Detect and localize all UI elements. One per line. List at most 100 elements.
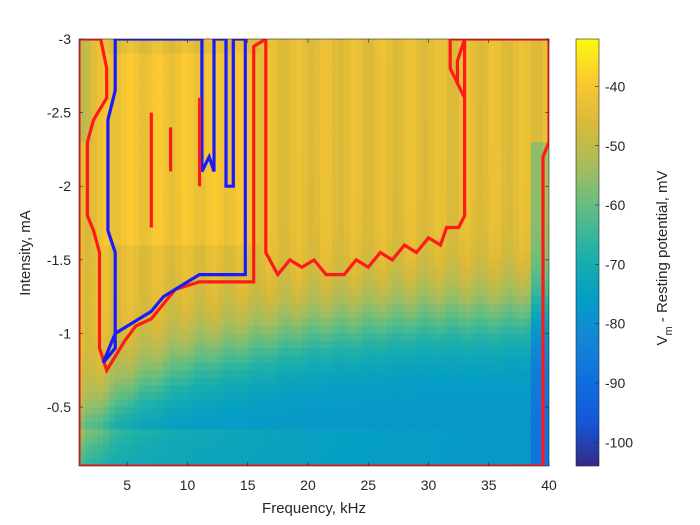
heatmap-cell [97, 127, 104, 136]
heatmap-cell [464, 39, 472, 47]
heatmap-cell [332, 451, 339, 460]
heatmap-cell [494, 149, 502, 158]
heatmap-cell [175, 377, 183, 386]
heatmap-cell [85, 370, 92, 379]
heatmap-cell [193, 237, 201, 246]
heatmap-cell [145, 436, 152, 445]
heatmap-cell [338, 451, 345, 460]
heatmap-cell [211, 245, 219, 254]
heatmap-cell [446, 245, 454, 254]
heatmap-cell [115, 274, 122, 283]
heatmap-cell [332, 340, 339, 349]
heatmap-cell [530, 230, 538, 239]
heatmap-cell [464, 223, 472, 232]
heatmap-cell [398, 53, 405, 62]
heatmap-cell [368, 237, 375, 246]
heatmap-cell [109, 458, 116, 466]
heatmap-cell [199, 296, 207, 305]
heatmap-cell [217, 230, 225, 239]
heatmap-cell [314, 414, 321, 423]
heatmap-cell [356, 61, 363, 70]
heatmap-cell [199, 370, 207, 379]
heatmap-cell [512, 333, 520, 342]
heatmap-cell [368, 429, 375, 438]
heatmap-cell [145, 274, 152, 283]
heatmap-cell [542, 370, 549, 379]
heatmap-cell [283, 252, 291, 261]
heatmap-cell [476, 83, 484, 92]
heatmap-cell [494, 362, 502, 371]
heatmap-cell [320, 421, 327, 430]
heatmap-cell [139, 223, 146, 232]
heatmap-cell [524, 392, 532, 401]
heatmap-cell [133, 399, 140, 408]
heatmap-cell [139, 186, 146, 195]
heatmap-cell [326, 171, 333, 180]
heatmap-cell [259, 377, 267, 386]
heatmap-cell [476, 75, 484, 84]
heatmap-cell [536, 399, 544, 408]
heatmap-cell [169, 458, 177, 466]
heatmap-cell [217, 429, 225, 438]
heatmap-cell [386, 370, 393, 379]
heatmap-cell [307, 83, 315, 92]
heatmap-cell [446, 193, 454, 202]
heatmap-cell [494, 156, 502, 165]
heatmap-cell [181, 436, 189, 445]
heatmap-cell [301, 156, 309, 165]
heatmap-cell [151, 281, 158, 290]
heatmap-cell [332, 318, 339, 327]
heatmap-cell [314, 142, 321, 151]
heatmap-cell [289, 215, 297, 224]
heatmap-cell [464, 289, 472, 298]
heatmap-cell [368, 90, 375, 99]
heatmap-cell [145, 296, 152, 305]
heatmap-cell [259, 340, 267, 349]
heatmap-cell [127, 370, 134, 379]
heatmap-cell [181, 46, 189, 55]
heatmap-cell [494, 230, 502, 239]
heatmap-cell [295, 355, 303, 364]
heatmap-cell [320, 458, 327, 466]
heatmap-cell [241, 333, 249, 342]
heatmap-cell [253, 178, 261, 187]
heatmap-cell [458, 245, 466, 254]
heatmap-cell [145, 348, 152, 357]
heatmap-cell [326, 385, 333, 393]
heatmap-cell [338, 355, 345, 364]
heatmap-cell [289, 318, 297, 327]
heatmap-cell [85, 223, 92, 232]
heatmap-cell [259, 215, 267, 224]
heatmap-cell [259, 326, 267, 335]
heatmap-cell [404, 289, 412, 298]
heatmap-cell [241, 318, 249, 327]
heatmap-cell [169, 348, 177, 357]
heatmap-cell [127, 171, 134, 180]
heatmap-cell [482, 281, 490, 290]
heatmap-cell [398, 311, 405, 320]
heatmap-cell [127, 164, 134, 173]
heatmap-cell [392, 274, 399, 283]
heatmap-cell [494, 46, 502, 55]
heatmap-cell [428, 377, 436, 386]
heatmap-cell [193, 193, 201, 202]
heatmap-cell [289, 164, 297, 173]
heatmap-cell [374, 443, 381, 452]
heatmap-cell [205, 127, 213, 136]
heatmap-cell [410, 436, 418, 445]
heatmap-cell [470, 83, 478, 92]
heatmap-cell [386, 112, 393, 121]
heatmap-cell [374, 245, 381, 254]
heatmap-cell [542, 385, 549, 393]
heatmap-cell [542, 75, 549, 84]
heatmap-cell [151, 156, 158, 165]
heatmap-cell [133, 385, 140, 393]
heatmap-cell [187, 414, 195, 423]
heatmap-cell [289, 458, 297, 466]
heatmap-cell [145, 97, 152, 106]
heatmap-cell [265, 385, 273, 393]
heatmap-cell [181, 61, 189, 70]
heatmap-cell [398, 83, 405, 92]
heatmap-cell [241, 362, 249, 371]
heatmap-cell [470, 215, 478, 224]
